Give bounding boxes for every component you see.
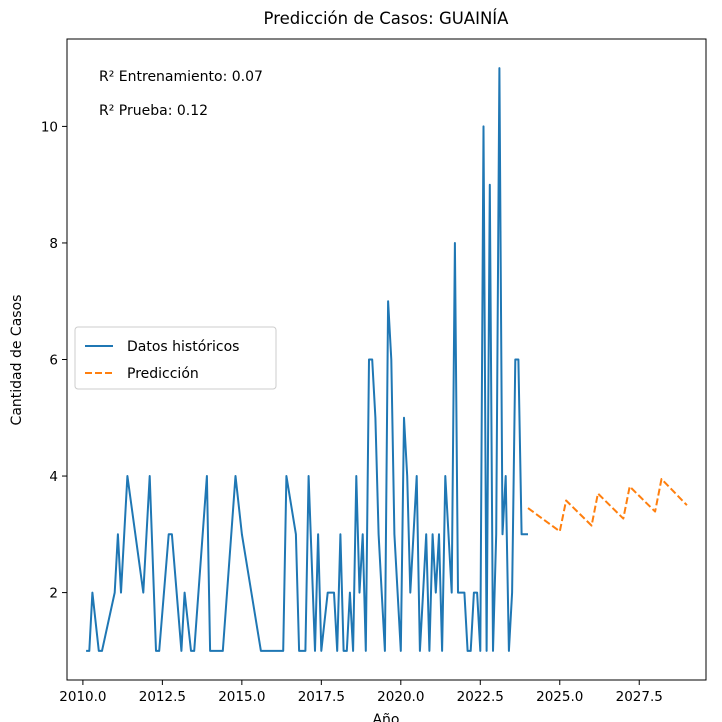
y-tick-label: 6	[49, 353, 58, 369]
y-tick-label: 10	[41, 119, 58, 135]
annotation-r2-test: R² Prueba: 0.12	[99, 103, 208, 119]
legend-label-prediction: Predicción	[127, 366, 199, 382]
y-tick-label: 8	[49, 236, 58, 252]
y-tick-label: 2	[49, 586, 58, 602]
chart-title: Predicción de Casos: GUAINÍA	[264, 9, 510, 28]
x-tick-label: 2015.0	[218, 689, 265, 705]
x-tick-label: 2017.5	[298, 689, 345, 705]
x-tick-label: 2022.5	[457, 689, 504, 705]
legend: Datos históricos Predicción	[74, 326, 277, 390]
x-tick-label: 2027.5	[616, 689, 663, 705]
x-axis: 2010.0 2012.5 2015.0 2017.5 2020.0 2022.5 2025…	[59, 680, 663, 705]
series-line-prediction	[527, 478, 688, 533]
x-tick-label: 2020.0	[377, 689, 424, 705]
x-tick-label: 2025.0	[536, 689, 583, 705]
x-tick-label: 2012.5	[139, 689, 186, 705]
annotation-r2-train: R² Entrenamiento: 0.07	[99, 69, 263, 85]
legend-label-historical: Datos históricos	[127, 339, 239, 355]
series-line-historical	[86, 67, 528, 652]
series-layer	[86, 67, 688, 652]
legend-box	[74, 326, 277, 390]
y-axis: 2 4 6 8 10	[41, 119, 67, 602]
x-axis-label: Año	[372, 712, 399, 722]
y-tick-label: 4	[49, 469, 58, 485]
x-tick-label: 2010.0	[59, 689, 106, 705]
y-axis-label: Cantidad de Casos	[9, 295, 25, 426]
